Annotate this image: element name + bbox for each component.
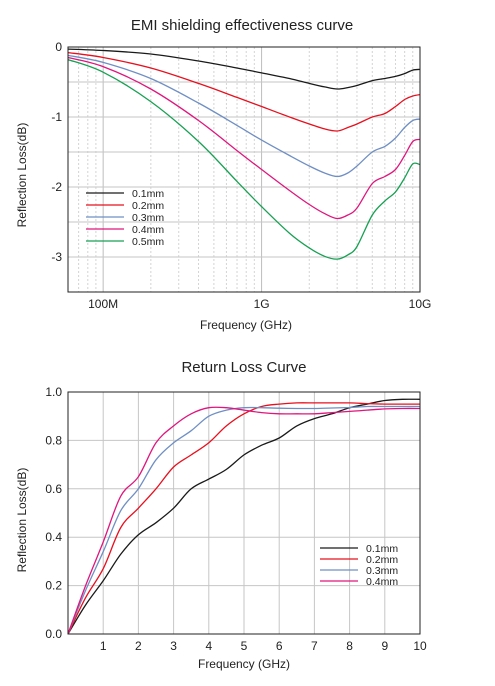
legend-item: 0.2mm [86,200,164,212]
tick-labels: 1 2 3 4 5 6 7 8 9 10 0.0 0.2 0.4 0.6 0.8 1.0 [45,385,427,653]
legend-label: 0.5mm [132,236,164,248]
x-tick-label: 10G [409,297,432,311]
legend-label: 0.1mm [132,188,164,200]
series-line-0-5mm [67,58,421,260]
x-tick-label: 1 [100,639,107,653]
x-tick-label: 1G [254,297,270,311]
x-tick-label: 3 [170,639,177,653]
legend-item: 0.3mm [86,212,164,224]
y-tick-label: -3 [51,250,62,264]
x-tick-label: 5 [241,639,248,653]
legend-item: 0.1mm [86,188,164,200]
series-line-0-2mm [67,402,420,635]
x-tick-label: 10 [413,639,427,653]
emi-shielding-chart: EMI shielding effectiveness curve 100M 1G… [15,17,431,332]
legend-label: 0.3mm [132,212,164,224]
y-tick-label: 0.6 [45,482,62,496]
y-axis-label: Reflection Loss(dB) [15,468,29,573]
legend-item: 0.2mm [320,554,398,566]
series-line-0-1mm [67,398,421,635]
legend-item: 0.4mm [86,224,164,236]
series-lines [67,398,421,635]
series-line-0-4mm [67,406,421,635]
x-tick-label: 8 [346,639,353,653]
legend-item: 0.1mm [320,543,398,555]
grid [68,47,420,292]
legend-item: 0.3mm [320,565,398,577]
x-tick-label: 100M [88,297,118,311]
y-tick-label: -1 [51,110,62,124]
x-tick-label: 6 [276,639,283,653]
plot-frame [67,46,421,293]
series-line-0-1mm [67,48,421,90]
plot-frame [67,391,421,635]
y-tick-label: 0 [55,40,62,54]
y-tick-label: -2 [51,180,62,194]
y-tick-label: 0.0 [45,627,62,641]
legend-label: 0.3mm [366,565,398,577]
legend-item: 0.4mm [320,576,398,588]
grid [68,392,420,634]
y-tick-label: 1.0 [45,385,62,399]
y-tick-label: 0.4 [45,530,62,544]
chart-title: Return Loss Curve [181,359,306,376]
legend-label: 0.1mm [366,543,398,555]
tick-labels: 100M 1G 10G 0 -1 -2 -3 [51,40,431,311]
x-tick-label: 4 [205,639,212,653]
x-tick-label: 2 [135,639,142,653]
x-tick-label: 9 [381,639,388,653]
y-tick-label: 0.2 [45,579,62,593]
legend-item: 0.5mm [86,236,164,248]
legend-label: 0.2mm [366,554,398,566]
series-line-0-2mm [67,51,421,132]
x-tick-label: 7 [311,639,318,653]
y-axis-label: Reflection Loss(dB) [15,123,29,228]
legend-label: 0.4mm [366,576,398,588]
chart-title: EMI shielding effectiveness curve [131,17,353,34]
x-axis-label: Frequency (GHz) [198,657,290,671]
series-line-0-3mm [67,405,420,635]
return-loss-chart: Return Loss Curve 1 2 3 4 5 6 7 8 9 10 0.0 0.2 0.4 0.… [15,359,427,671]
y-tick-label: 0.8 [45,433,62,447]
x-axis-label: Frequency (GHz) [200,318,292,332]
legend-label: 0.4mm [132,224,164,236]
series-lines [67,48,421,260]
series-line-0-3mm [67,54,421,178]
series-line-0-4mm [67,56,421,220]
legend-label: 0.2mm [132,200,164,212]
